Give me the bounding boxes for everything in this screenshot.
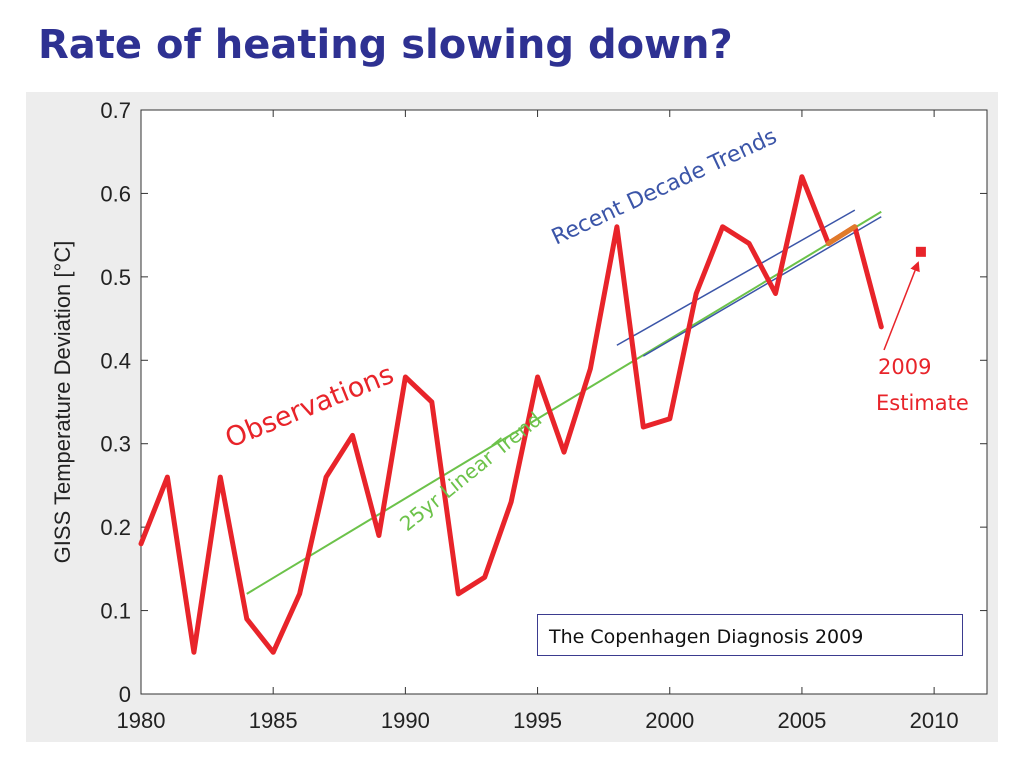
y-axis-label: GISS Temperature Deviation [°C] bbox=[50, 241, 75, 564]
credit-text: The Copenhagen Diagnosis 2009 bbox=[549, 626, 864, 648]
x-tick-label: 1995 bbox=[513, 708, 562, 733]
estimate-arrow bbox=[883, 261, 920, 351]
x-tick-label: 1985 bbox=[249, 708, 298, 733]
x-tick-label: 2000 bbox=[645, 708, 694, 733]
x-tick-label: 1990 bbox=[381, 708, 430, 733]
series-line-observations bbox=[138, 174, 884, 655]
y-tick-label: 0.1 bbox=[100, 599, 131, 624]
estimate-label-year: 2009 bbox=[878, 355, 931, 379]
series-line-decade-trend-2 bbox=[642, 216, 882, 357]
y-tick-label: 0.6 bbox=[100, 181, 131, 206]
y-tick-label: 0.2 bbox=[100, 515, 131, 540]
estimate-label-word: Estimate bbox=[876, 391, 969, 415]
y-tick-label: 0 bbox=[119, 682, 131, 707]
slide-title: Rate of heating slowing down? bbox=[38, 22, 733, 68]
y-tick-label: 0.5 bbox=[100, 265, 131, 290]
y-tick-label: 0.4 bbox=[100, 348, 131, 373]
series-line-linear-trend bbox=[246, 210, 882, 595]
highlight-segment bbox=[825, 224, 858, 246]
x-tick-label: 1980 bbox=[117, 708, 166, 733]
y-tick-label: 0.7 bbox=[100, 98, 131, 123]
x-tick-label: 2010 bbox=[910, 708, 959, 733]
y-tick-label: 0.3 bbox=[100, 432, 131, 457]
estimate-point bbox=[915, 246, 926, 257]
credit-box: The Copenhagen Diagnosis 2009 bbox=[537, 614, 963, 656]
x-tick-label: 2005 bbox=[777, 708, 826, 733]
series-line-decade-trend-1 bbox=[616, 209, 856, 346]
